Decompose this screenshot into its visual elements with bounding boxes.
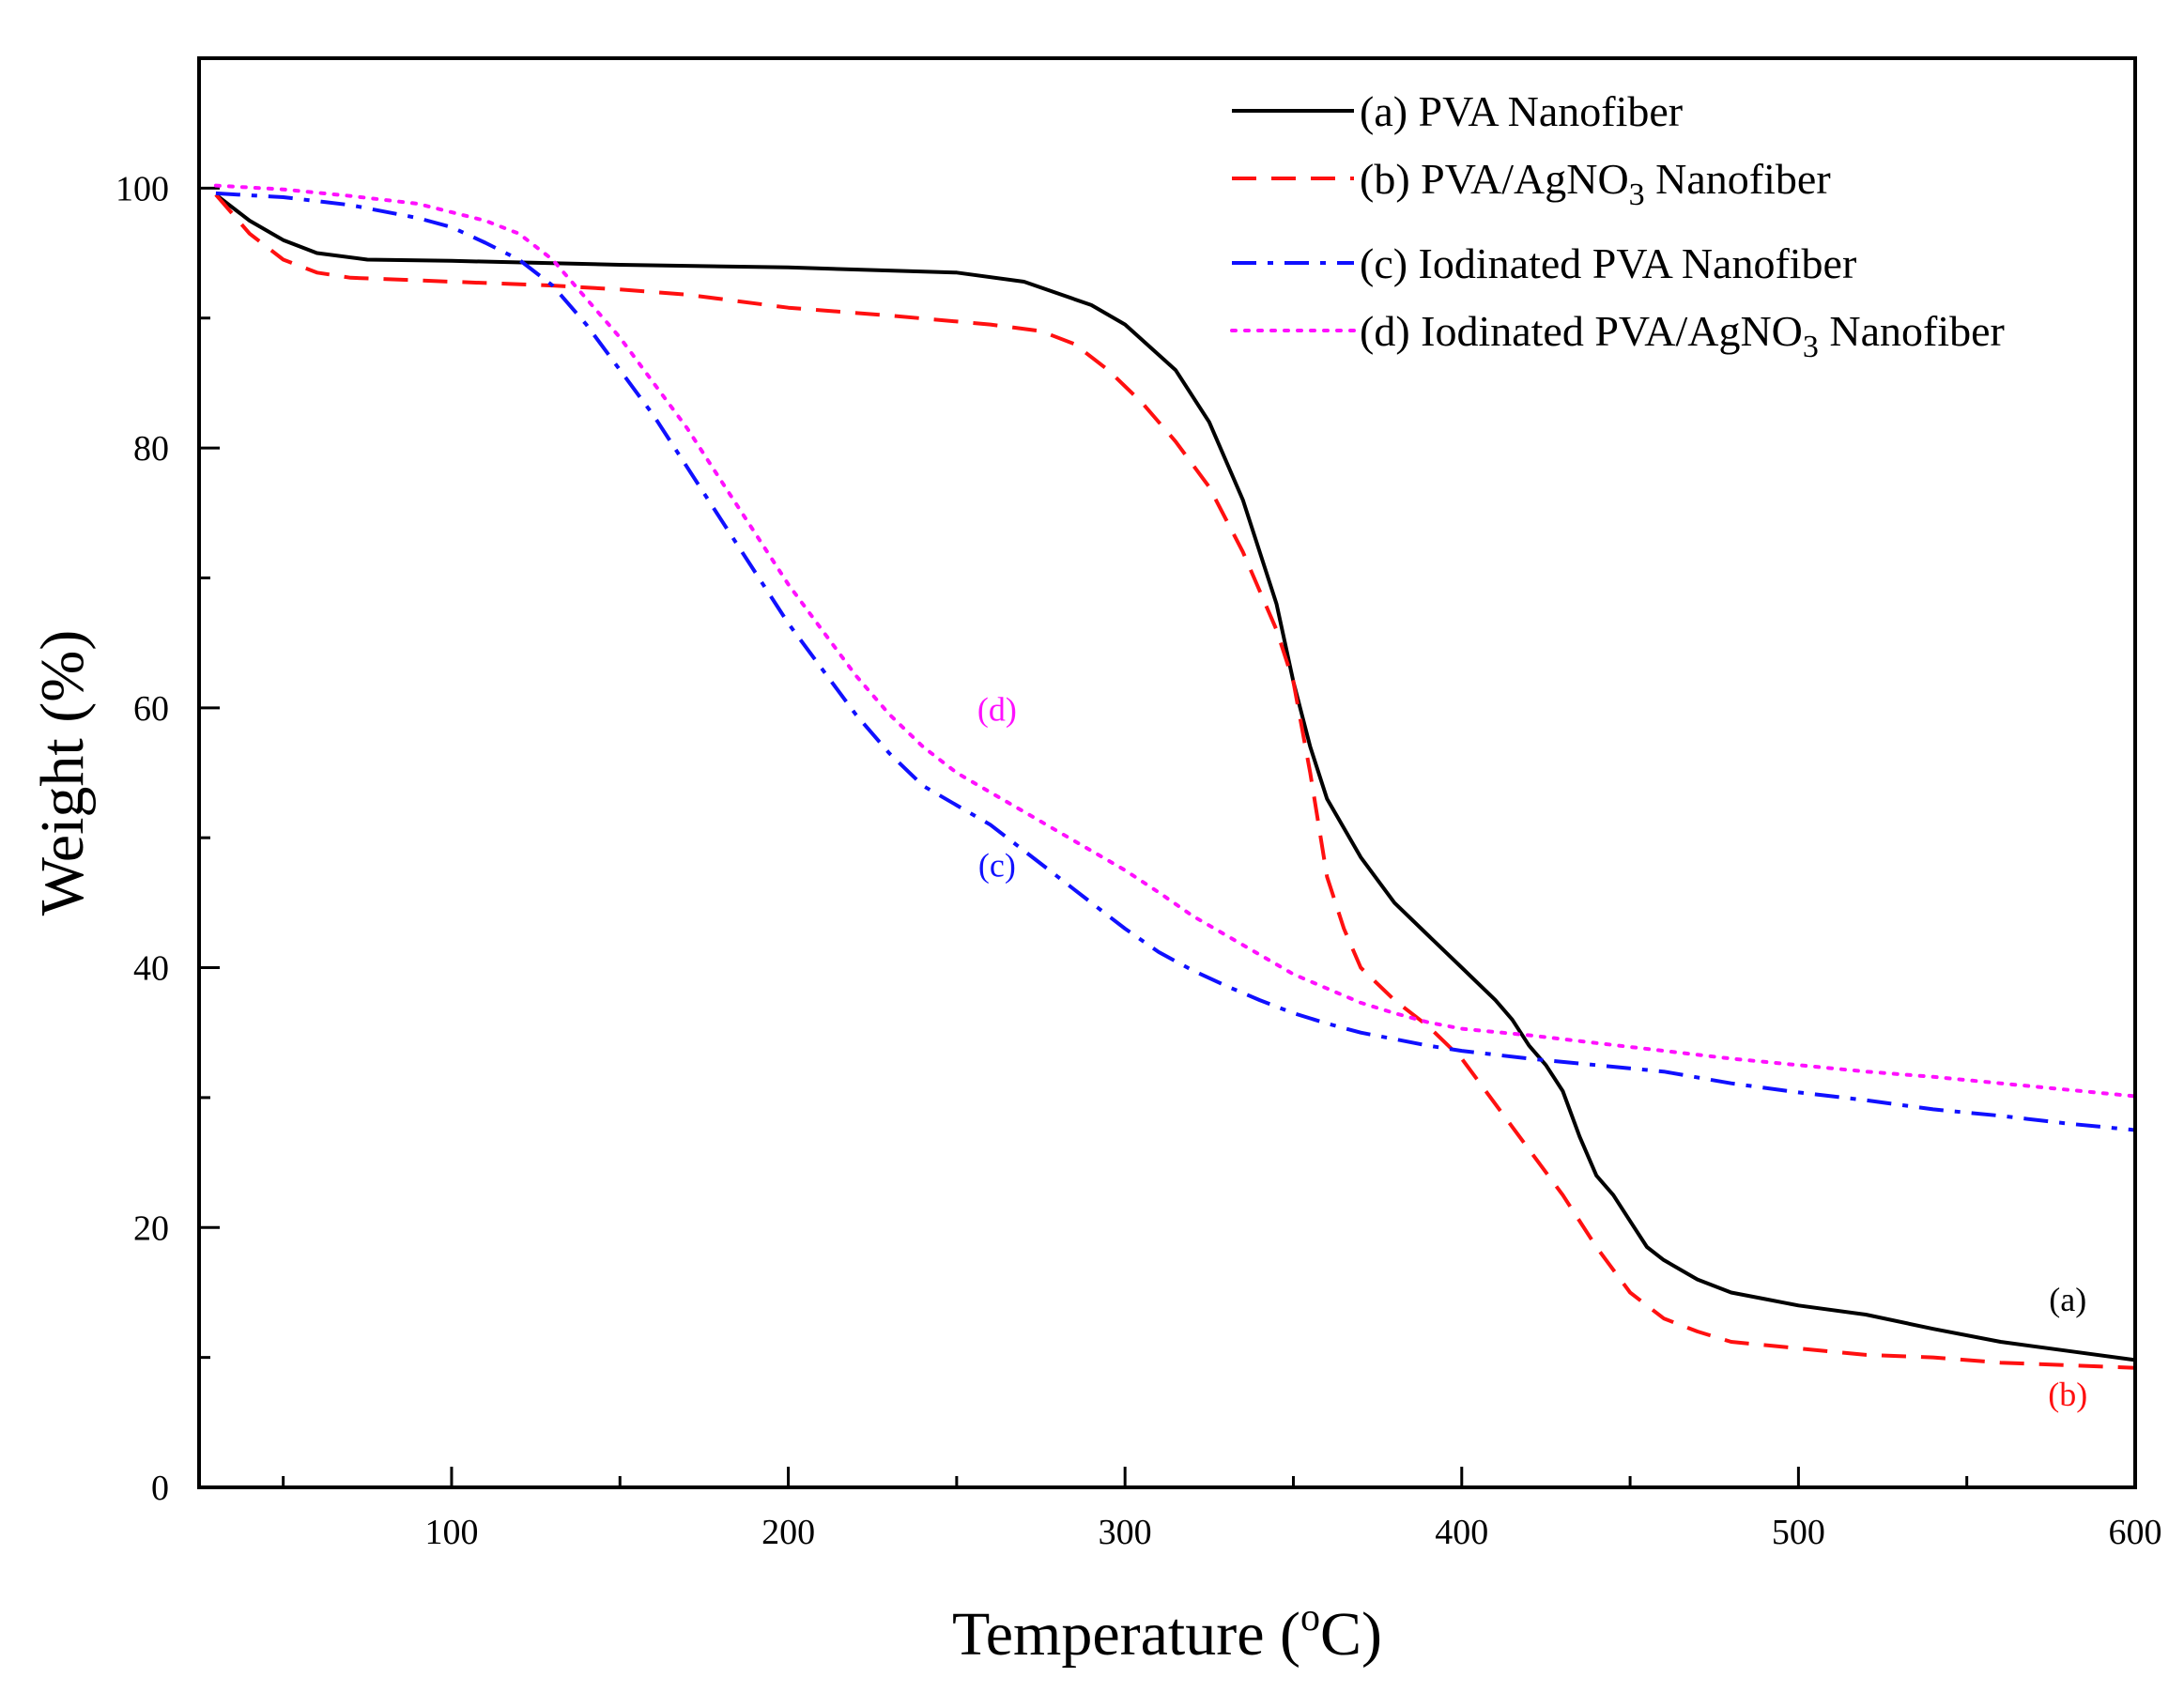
series-line-b xyxy=(214,192,2136,1370)
series-line-d xyxy=(213,183,2137,1099)
curve-annotation: (d) xyxy=(977,691,1017,729)
x-tick-label: 600 xyxy=(2109,1513,2162,1552)
legend-label-d: (d) Iodinated PVA/AgNO3 Nanofiber xyxy=(1360,307,2005,364)
plot-frame xyxy=(197,56,2137,1489)
y-tick-label: 40 xyxy=(133,949,169,989)
y-axis-label: Weight (%) xyxy=(28,630,97,916)
tick-labels: 100 200 300 400 500 600 0 20 40 60 80 100 xyxy=(115,169,2162,1552)
y-tick-label: 100 xyxy=(115,169,169,208)
annotations: (a) (b) (c) (d) xyxy=(977,691,2087,1413)
y-tick-label: 80 xyxy=(133,429,169,469)
curve-annotation: (b) xyxy=(2048,1376,2087,1413)
series-line-c xyxy=(215,191,2136,1132)
y-tick-label: 60 xyxy=(133,689,169,729)
x-tick-label: 500 xyxy=(1772,1513,1825,1552)
y-tick-label: 0 xyxy=(151,1469,169,1508)
x-tick-label: 300 xyxy=(1099,1513,1152,1552)
x-tick-label: 400 xyxy=(1435,1513,1488,1552)
x-axis-label: Temperature (oC) xyxy=(952,1596,1382,1669)
curve-annotation: (a) xyxy=(2049,1281,2086,1318)
series-line-a xyxy=(214,192,2136,1362)
y-tick-label: 20 xyxy=(133,1208,169,1248)
x-tick-label: 100 xyxy=(424,1513,478,1552)
x-tick-label: 200 xyxy=(761,1513,815,1552)
legend: (a) PVA Nanofiber (b) PVA/AgNO3 Nanofiber… xyxy=(1230,87,2005,364)
ticks-layer xyxy=(199,186,2137,1489)
legend-label-b: (b) PVA/AgNO3 Nanofiber xyxy=(1360,155,1831,212)
legend-label-a: (a) PVA Nanofiber xyxy=(1360,87,1683,135)
legend-label-c: (c) Iodinated PVA Nanofiber xyxy=(1360,239,1856,287)
series-layer xyxy=(213,183,2137,1370)
curve-annotation: (c) xyxy=(978,847,1016,885)
